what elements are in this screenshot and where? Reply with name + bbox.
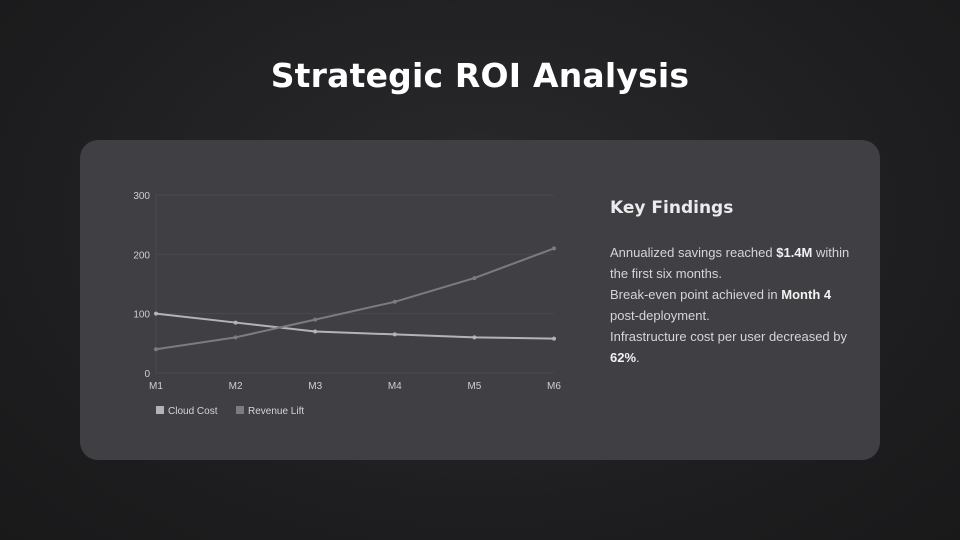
key-findings-heading: Key Findings (610, 198, 734, 218)
data-point-cloud-cost-m6 (552, 336, 556, 341)
legend-label-cloud-cost: Cloud Cost (168, 406, 218, 417)
data-point-cloud-cost-m3 (313, 329, 318, 334)
x-tick-label-m1: M1 (149, 381, 163, 392)
y-tick-label-0: 0 (144, 369, 150, 380)
data-point-cloud-cost-m2 (233, 320, 238, 325)
data-point-revenue-lift-m4 (392, 299, 397, 304)
x-tick-label-m5: M5 (467, 381, 481, 392)
finding-breakeven: Break-even point achieved in Month 4 pos… (610, 287, 832, 323)
data-point-revenue-lift-m6 (552, 246, 556, 251)
finding-cost-per-user-value: 62% (610, 350, 637, 365)
key-findings-panel: Key Findings Annualized savings reached … (610, 198, 850, 368)
series-line-cloud-cost (155, 312, 555, 340)
y-tick-label-200: 200 (133, 250, 150, 261)
y-tick-label-100: 100 (133, 310, 150, 321)
page-title: Strategic ROI Analysis (270, 56, 690, 95)
finding-savings: Annualized savings reached $1.4M within … (610, 245, 850, 281)
series-line-revenue-lift (155, 247, 555, 351)
x-tick-label-m4: M4 (388, 381, 402, 392)
finding-cost-per-user: Infrastructure cost per user decreased b… (610, 329, 848, 365)
roi-line-chart: 0 100 200 300 M1 M2 M3 M4 M5 M6 Cloud Cost Revenue … (133, 191, 561, 417)
data-point-cloud-cost-m5 (472, 335, 477, 340)
data-point-cloud-cost-m4 (392, 332, 397, 337)
x-tick-label-m2: M2 (229, 381, 243, 392)
x-tick-label-m3: M3 (308, 381, 322, 392)
data-point-revenue-lift-m2 (233, 335, 238, 340)
data-point-revenue-lift-m3 (313, 317, 318, 322)
data-point-revenue-lift-m5 (472, 276, 477, 281)
data-point-cloud-cost-m1 (154, 311, 158, 316)
y-tick-label-300: 300 (133, 191, 150, 202)
legend-swatch-revenue-lift (236, 406, 244, 414)
data-point-revenue-lift-m1 (154, 347, 158, 352)
finding-breakeven-value: Month 4 (781, 287, 832, 302)
finding-savings-value: $1.4M (776, 245, 813, 260)
roi-card: 0 100 200 300 M1 M2 M3 M4 M5 M6 Cloud Cost Revenue … (80, 140, 880, 460)
legend-label-revenue-lift: Revenue Lift (248, 406, 304, 417)
legend-swatch-cloud-cost (156, 406, 164, 414)
x-tick-label-m6: M6 (547, 381, 561, 392)
